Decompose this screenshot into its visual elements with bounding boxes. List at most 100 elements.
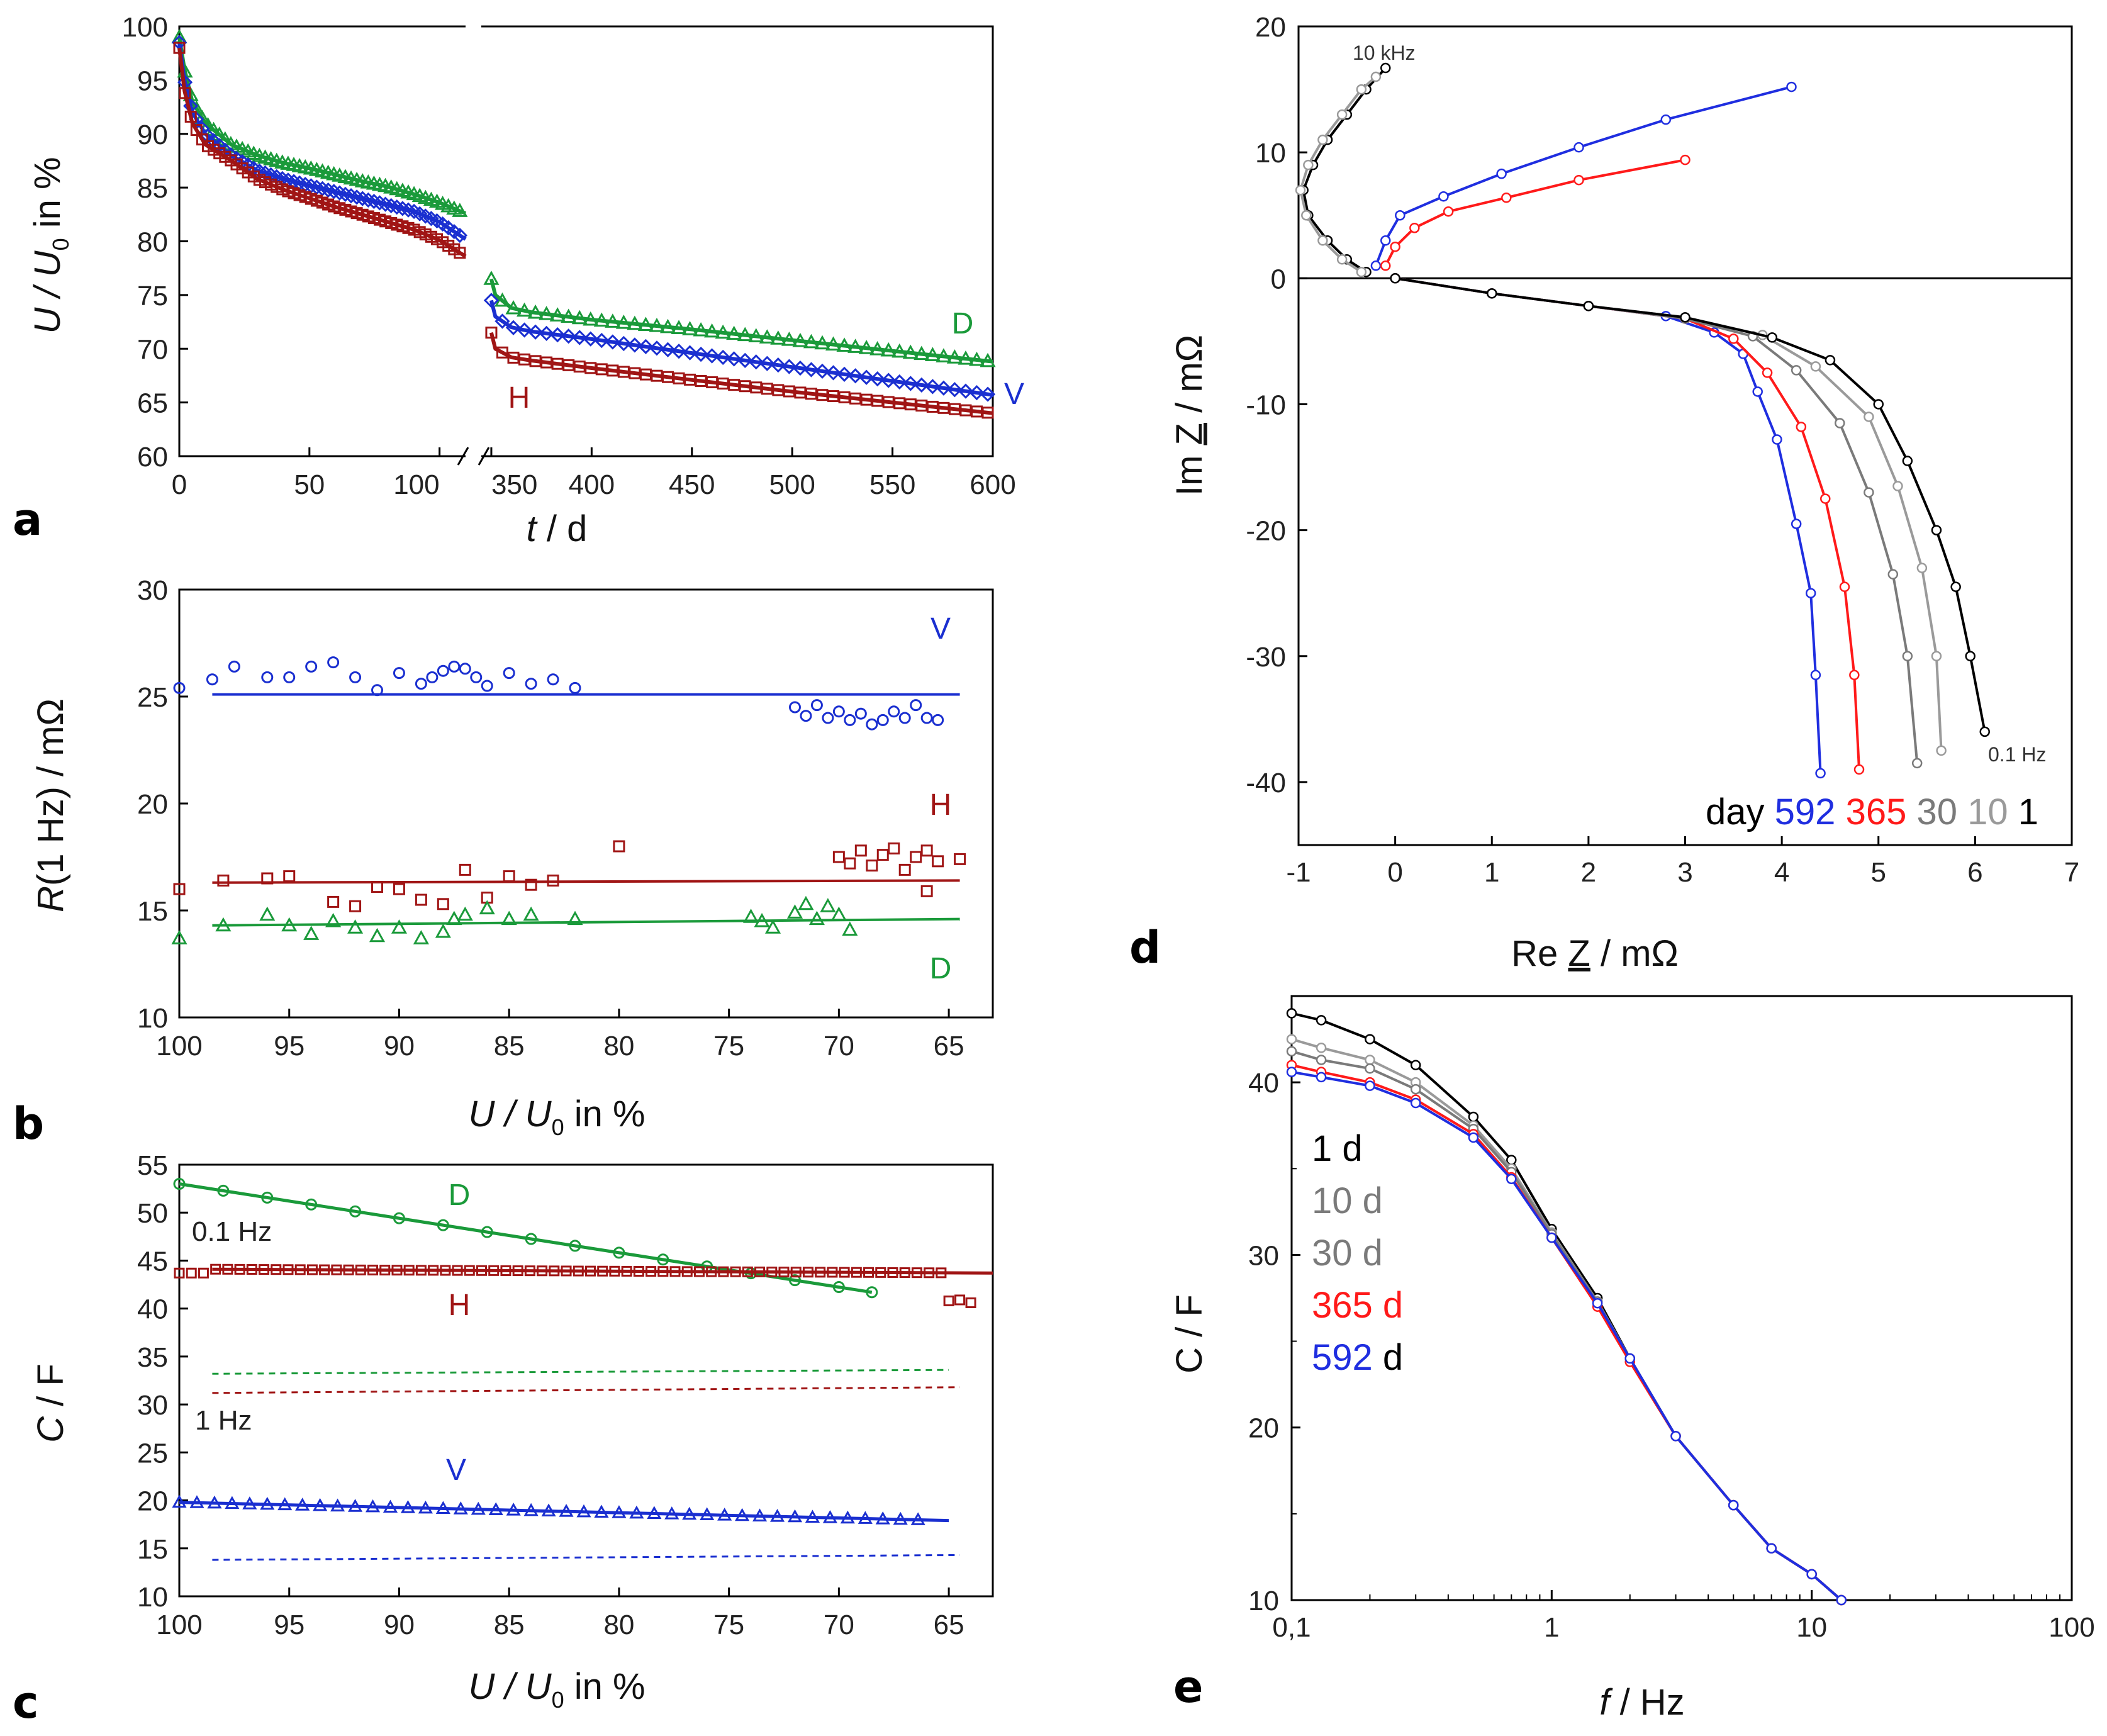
panel-c-ytick-label: 15	[137, 1534, 168, 1565]
panel-d-point-592	[1370, 260, 1382, 271]
panel-c-annotation-1Hz: 1 Hz	[195, 1405, 252, 1436]
panel-e-legend-unit: d	[1342, 1128, 1362, 1169]
panel-c-fit-V	[179, 1501, 949, 1523]
panel-b-ytick-label: 10	[137, 1003, 168, 1034]
panel-b-point-V	[393, 667, 405, 680]
panel-c-xtick-label: 75	[713, 1610, 744, 1640]
panel-b-point-D	[347, 919, 364, 934]
panel-e-point-1 d	[1506, 1155, 1517, 1165]
panel-e-ytick-label: 10	[1248, 1586, 1279, 1616]
panel-d-legend-day-592: 592	[1775, 792, 1846, 832]
panel-e-point-30 d	[1365, 1063, 1375, 1074]
panel-e-point-1 d	[1365, 1034, 1375, 1044]
panel-d-point-1lf	[1390, 273, 1400, 284]
panel-c-ytick-label: 35	[137, 1342, 168, 1373]
panel-e-legend-num: 365	[1312, 1285, 1383, 1326]
panel-d-xtick-label: 1	[1484, 857, 1499, 888]
panel-b-point-D	[820, 898, 836, 912]
panel-d-curve-1lf	[1395, 277, 1986, 732]
panel-c-frame	[178, 1163, 994, 1598]
panel-e-ytick-label: 30	[1248, 1240, 1279, 1271]
panel-d-ytick-label: -10	[1246, 389, 1286, 420]
panel-b-point-H	[503, 870, 515, 883]
panel-b-point-H	[866, 860, 878, 872]
panel-d-point-1lf	[1680, 312, 1691, 323]
panel-c-xtick-label: 90	[384, 1610, 415, 1640]
panel-b-point-V	[228, 660, 240, 673]
panel-e-point-1 d	[1468, 1111, 1479, 1123]
panel-b-point-H	[954, 853, 966, 865]
panel-e-point-1 d	[1410, 1060, 1421, 1070]
panel-d-curve-592	[1375, 86, 1792, 267]
panel-d-point-592lf	[1805, 588, 1816, 598]
panel-e-point-592 d	[1410, 1097, 1421, 1109]
panel-b-point-D	[786, 904, 803, 919]
panel-d-legend-day-1: 1	[2018, 792, 2038, 832]
panel-d-xtick-label: 0	[1387, 857, 1402, 888]
panel-c-label-H: H	[449, 1289, 471, 1322]
panel-b-point-V	[206, 673, 218, 686]
panel-b-point-V	[470, 671, 483, 683]
panel-b-point-H	[832, 851, 845, 863]
panel-a-xtick-label: 600	[970, 469, 1015, 500]
panel-a-xtick-label: 0	[172, 469, 187, 500]
panel-d-point-30lf	[1902, 651, 1913, 662]
panel-b-point-V	[888, 705, 900, 718]
panel-b-xtick-label: 90	[384, 1031, 415, 1061]
panel-e-legend-num: 10	[1312, 1180, 1363, 1221]
panel-d-point-592lf	[1752, 386, 1763, 397]
panel-e-xtick-label: 0,1	[1272, 1612, 1311, 1643]
panel-a-fit-V	[177, 42, 467, 241]
panel-d-point-10lf	[1916, 563, 1928, 573]
panel-b-point-V	[261, 671, 274, 683]
panel-d-point-10	[1336, 254, 1348, 265]
panel-e-xtick-label: 1	[1544, 1612, 1559, 1643]
panel-d-point-365	[1443, 206, 1454, 217]
panel-d-point-592	[1786, 81, 1797, 92]
panel-c-point-H	[954, 1294, 966, 1306]
panel-d-point-592	[1573, 142, 1584, 153]
panel-a-ytick-label: 70	[137, 334, 168, 365]
panel-a-ylabel: U / U0 in %	[27, 157, 74, 333]
panel-a-ytick-label: 65	[137, 388, 168, 419]
panel-d-ytick-label: 10	[1255, 138, 1286, 169]
panel-b-xtick-label: 100	[156, 1031, 202, 1061]
panel-b-point-H	[393, 883, 405, 895]
panel-e-point-592 d	[1836, 1594, 1847, 1606]
panel-d-frame	[1297, 25, 2073, 846]
panel-d-legend-prefix: day	[1706, 792, 1775, 832]
panel-b-point-V	[832, 705, 845, 718]
panel-b-point-H	[898, 863, 911, 876]
panel-a-fit-D	[177, 36, 467, 215]
panel-d-point-1lf	[1767, 332, 1778, 343]
panel-b-frame	[178, 588, 994, 1019]
panel-b-ytick-label: 15	[137, 896, 168, 927]
panel-d-point-30lf	[1911, 758, 1923, 769]
panel-c-fit-D	[179, 1182, 873, 1294]
panel-e-point-1 d	[1316, 1015, 1327, 1026]
panel-d-point-365	[1501, 192, 1512, 203]
panel-d-point-1lf	[1583, 301, 1594, 311]
panel-b-point-V	[876, 714, 889, 726]
panel-e-legend-item: 10 d	[1312, 1180, 1383, 1221]
panel-e-legend-unit: d	[1363, 1180, 1383, 1221]
panel-a-xtick-label: 100	[393, 469, 439, 500]
panel-b-point-H	[910, 851, 922, 863]
panel-b-fit-H	[212, 879, 960, 884]
panel-b-point-V	[866, 718, 878, 731]
panel-d-xtick-label: 6	[1967, 857, 1982, 888]
panel-d-point-365lf	[1839, 581, 1850, 592]
panel-d-point-365	[1380, 260, 1391, 271]
panel-b-point-H	[415, 893, 427, 906]
panel-d-annotation-10kHz: 10 kHz	[1353, 42, 1416, 64]
panel-e-legend-unit: d	[1383, 1285, 1403, 1326]
panel-b-point-D	[435, 923, 451, 938]
panel-d-point-10	[1356, 267, 1367, 277]
panel-d-point-365	[1409, 222, 1420, 233]
panel-a-xtick-label: 450	[669, 469, 715, 500]
panel-c-ytick-label: 25	[137, 1438, 168, 1469]
panel-e-point-10 d	[1365, 1055, 1375, 1065]
panel-b-point-V	[569, 681, 581, 694]
panel-d-point-10	[1317, 134, 1328, 145]
panel-a-fit-V	[489, 300, 993, 397]
